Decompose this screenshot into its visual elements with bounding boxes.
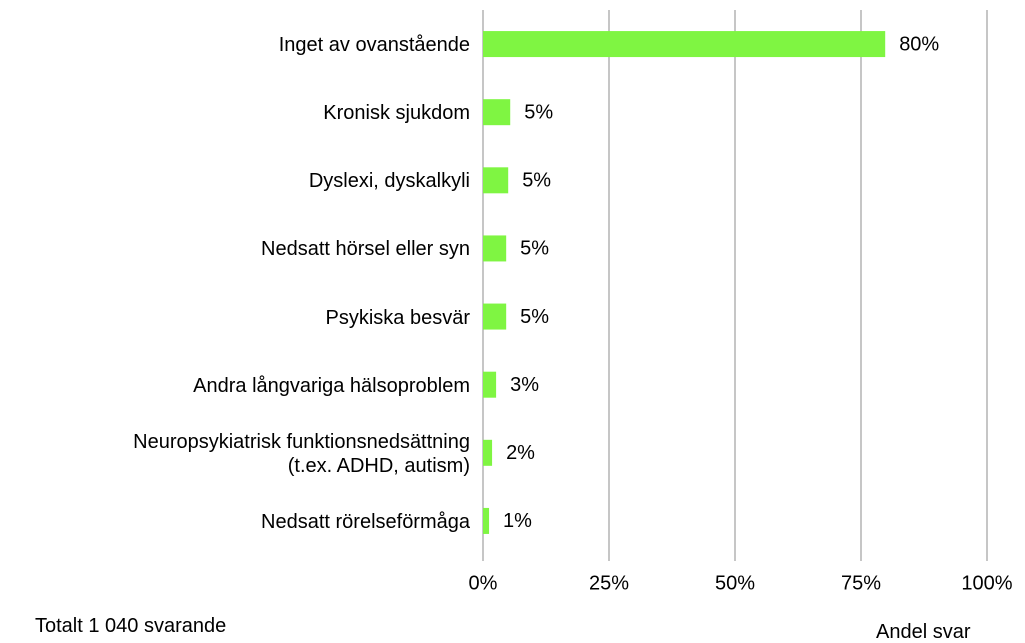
y-tick-label: Dyslexi, dyskalkyli [308,170,470,193]
y-tick-label: Nedsatt rörelseförmåga [261,510,470,533]
x-tick-label: 0% [469,572,498,594]
note: Totalt 1 040 svarande [35,615,227,637]
bar [483,167,509,194]
value-label: 5% [520,306,549,328]
bar [483,507,490,534]
x-axis-label: Andel svar [876,621,971,643]
bar [483,235,507,262]
x-tick-label: 50% [715,572,755,594]
x-tick-label: 100% [961,572,1012,594]
value-label: 80% [899,33,939,55]
bar [483,371,497,398]
bar [483,99,511,126]
y-tick-label: Andra långvariga hälsoproblem [193,374,470,397]
value-label: 3% [510,374,539,396]
value-label: 5% [524,101,553,123]
bar [483,439,493,466]
y-tick-label: Inget av ovanstående [278,34,470,57]
x-tick-label: 25% [589,572,629,594]
y-tick-label: Psykiska besvär [325,306,471,329]
y-tick-label: Neuropsykiatrisk funktionsnedsättning (t… [133,430,470,477]
value-label: 2% [506,442,535,464]
value-label: 5% [522,170,551,192]
value-label: 1% [503,510,532,532]
y-tick-label: Nedsatt hörsel eller syn [261,238,470,261]
bar [483,31,886,58]
bar [483,303,507,330]
x-tick-label: 75% [841,572,881,594]
value-label: 5% [520,238,549,260]
y-tick-label: Kronisk sjukdom [323,102,470,125]
